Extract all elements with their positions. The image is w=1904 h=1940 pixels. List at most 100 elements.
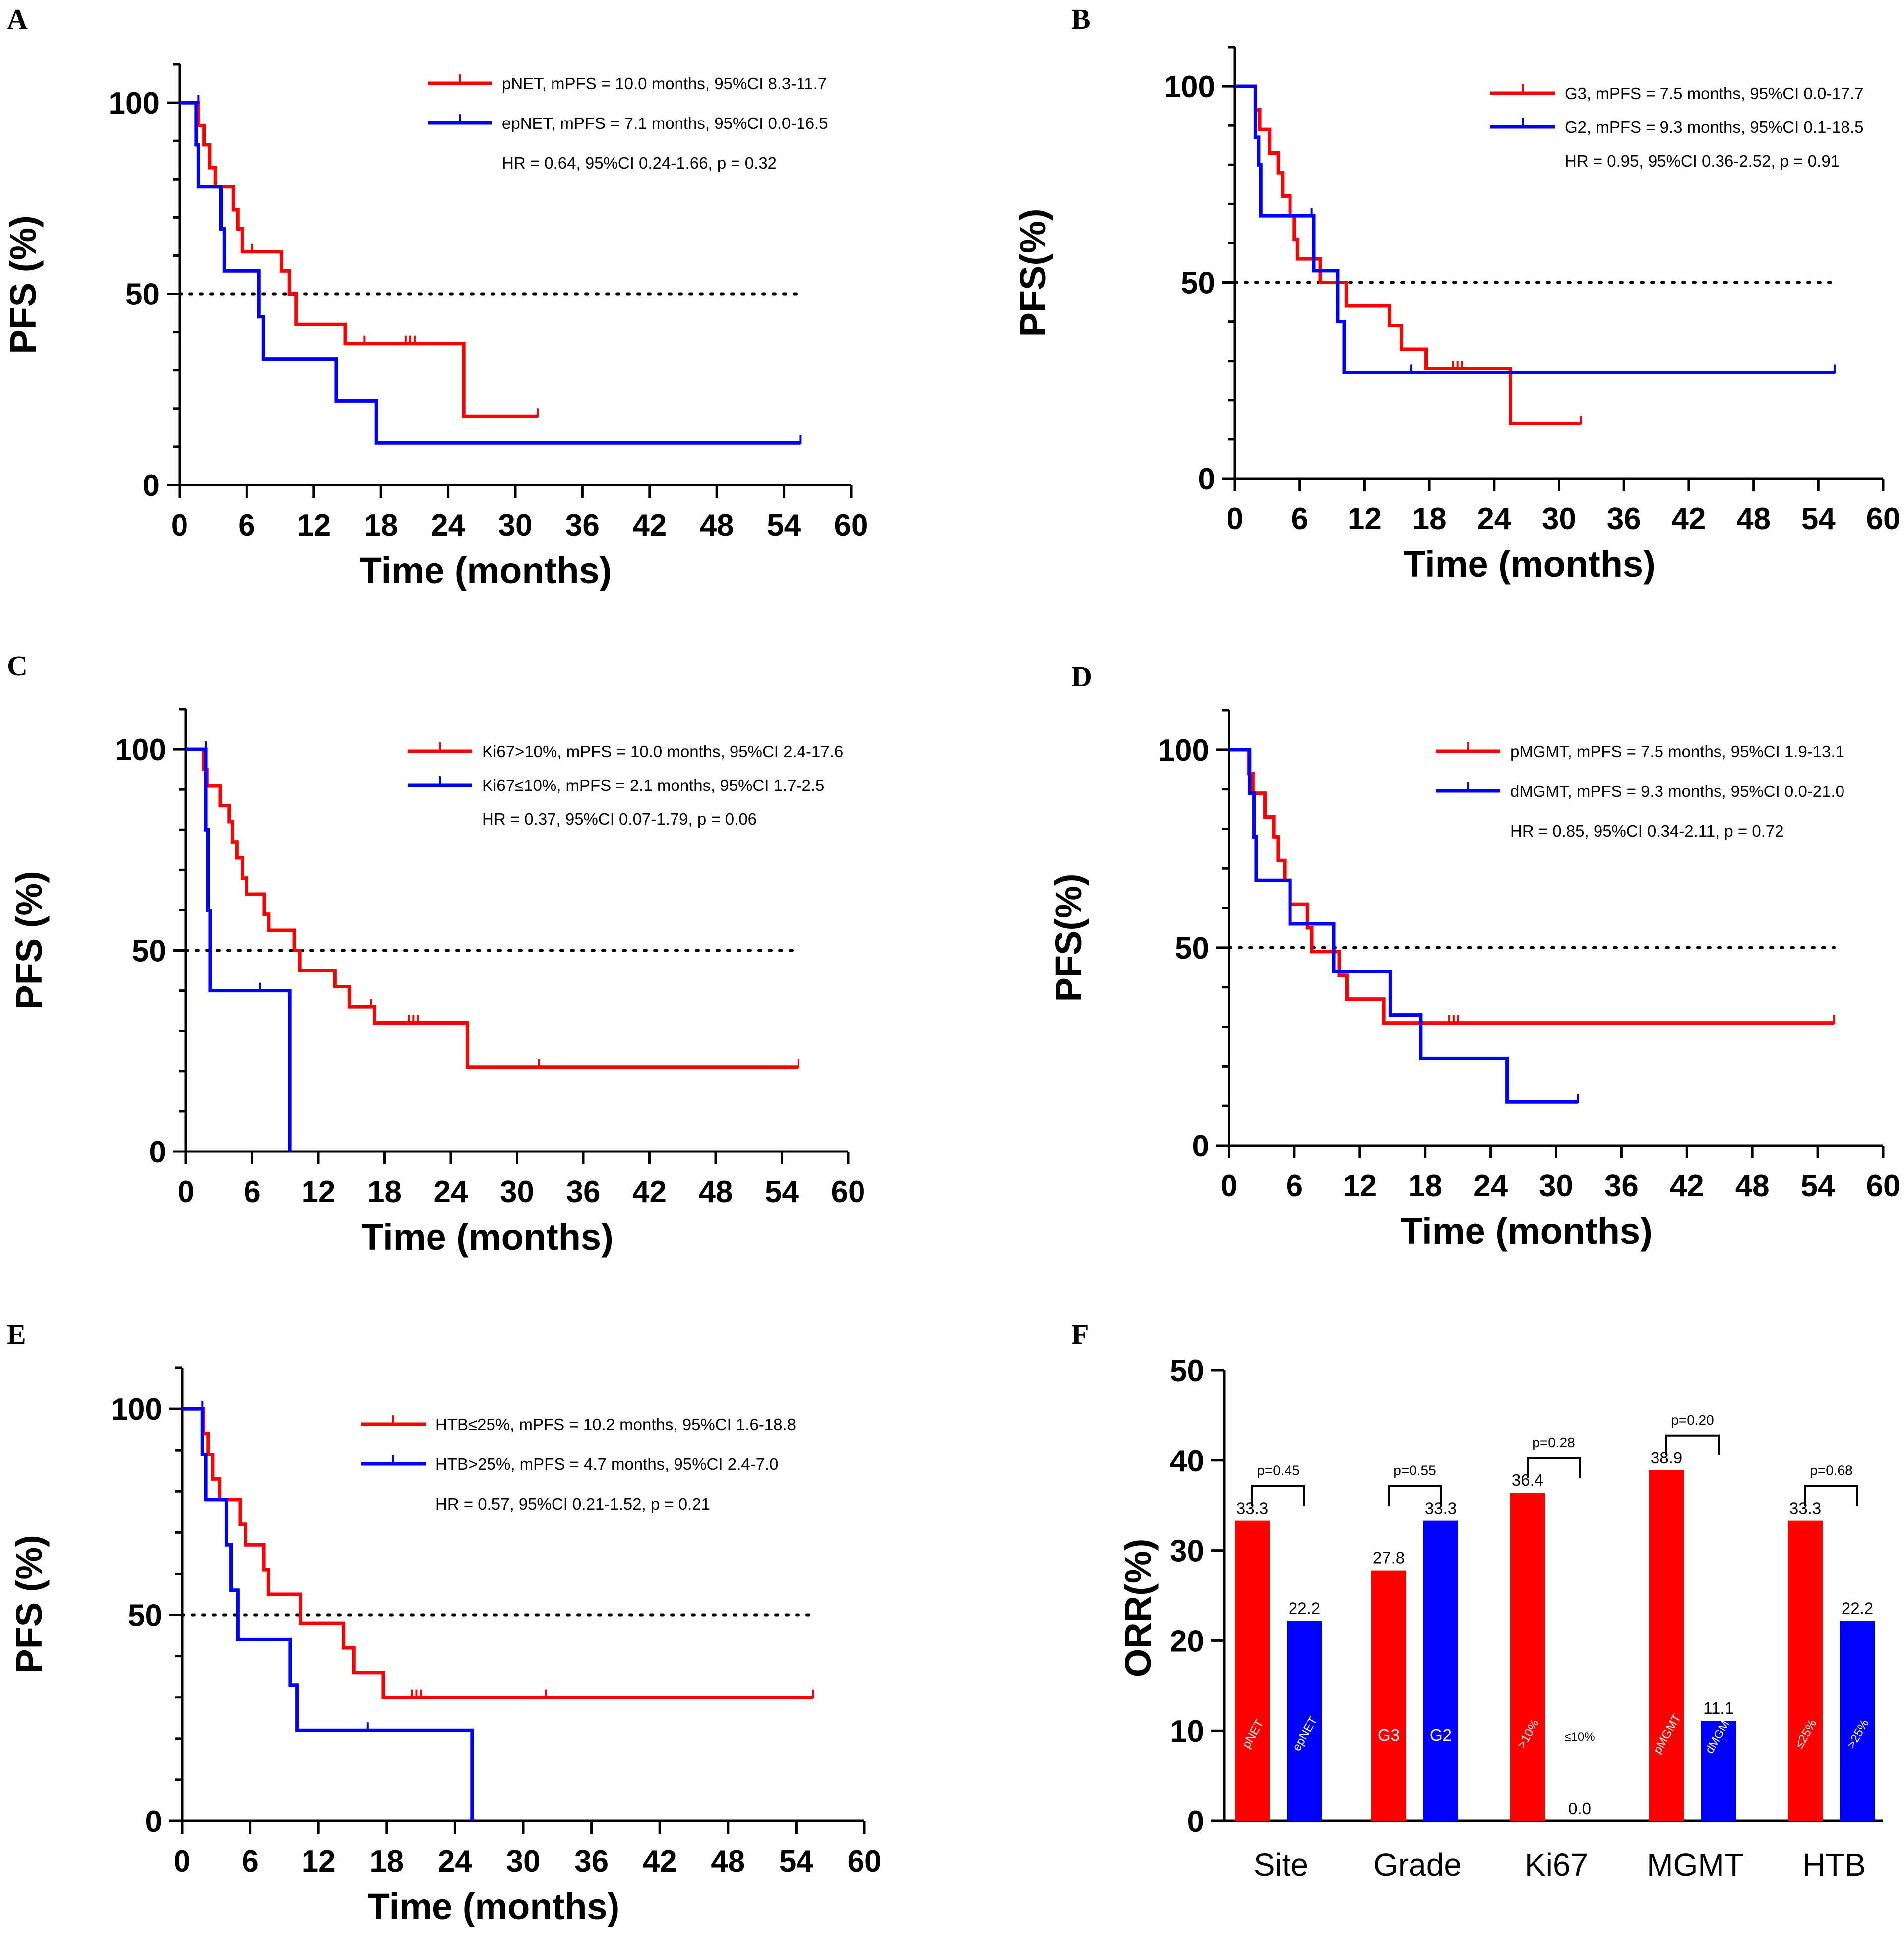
hazard-ratio-note: HR = 0.85, 95%CI 0.34-2.11, p = 0.72 bbox=[1510, 822, 1784, 840]
bar bbox=[1371, 1570, 1406, 1821]
x-tick-label: 36 bbox=[1604, 1169, 1639, 1203]
x-tick-label: 6 bbox=[1291, 502, 1308, 536]
y-tick-label: 50 bbox=[1170, 1354, 1204, 1388]
bar-value-label: 0.0 bbox=[1568, 1799, 1591, 1818]
legend-entry: epNET, mPFS = 7.1 months, 95%CI 0.0-16.5 bbox=[502, 114, 828, 132]
x-tick-label: 24 bbox=[438, 1844, 472, 1879]
y-axis-label: PFS(%) bbox=[1012, 209, 1053, 337]
x-tick-label: 24 bbox=[1477, 502, 1511, 536]
km-panel-d: D 0 6 12 18 24 30 36 42 48 54 60 0 50 100 pMGMT, mPFS =… bbox=[1048, 661, 1900, 1252]
y-tick-label: 50 bbox=[1175, 931, 1209, 966]
legend-entry: pMGMT, mPFS = 7.5 months, 95%CI 1.9-13.1 bbox=[1510, 742, 1844, 761]
p-value-label: p=0.68 bbox=[1810, 1463, 1852, 1478]
x-tick-label: 24 bbox=[1474, 1169, 1508, 1203]
x-tick-label: 12 bbox=[1343, 1169, 1377, 1203]
bar-inside-label: ≤10% bbox=[1564, 1730, 1595, 1744]
x-tick-label: 54 bbox=[765, 1175, 799, 1209]
x-tick-label: 36 bbox=[1607, 502, 1641, 536]
x-tick-label: 42 bbox=[1671, 502, 1706, 536]
km-curve-red bbox=[180, 101, 538, 418]
x-tick-label: 0 bbox=[178, 1175, 194, 1209]
x-tick-label: 30 bbox=[498, 508, 533, 543]
bar bbox=[1840, 1621, 1875, 1821]
x-tick-label: 48 bbox=[699, 1175, 733, 1209]
y-tick-label: 0 bbox=[149, 1135, 166, 1169]
x-tick-label: 42 bbox=[643, 1844, 677, 1879]
y-tick-label: 0 bbox=[1187, 1805, 1204, 1839]
p-value-label: p=0.20 bbox=[1671, 1412, 1714, 1428]
x-tick-label: 6 bbox=[1286, 1169, 1303, 1203]
km-panel-c: C 0 6 12 18 24 30 36 42 48 54 60 0 50 100 Ki67>10%, mPF… bbox=[7, 650, 865, 1258]
x-tick-label: 0 bbox=[174, 1844, 190, 1879]
bar bbox=[1423, 1520, 1458, 1821]
bar bbox=[1287, 1621, 1322, 1821]
bar bbox=[1510, 1493, 1545, 1821]
x-tick-label: 60 bbox=[1866, 1169, 1901, 1203]
x-tick-label: 0 bbox=[1227, 502, 1243, 536]
y-tick-label: 20 bbox=[1170, 1624, 1204, 1658]
hazard-ratio-note: HR = 0.95, 95%CI 0.36-2.52, p = 0.91 bbox=[1565, 152, 1840, 170]
x-tick-label: 30 bbox=[500, 1175, 534, 1209]
x-axis-label: Time (months) bbox=[1400, 1211, 1652, 1252]
y-axis-label: PFS (%) bbox=[8, 871, 50, 1010]
x-tick-label: 30 bbox=[1542, 502, 1576, 536]
y-tick-label: 40 bbox=[1170, 1444, 1204, 1478]
x-tick-label: 36 bbox=[566, 1175, 601, 1209]
y-tick-label: 0 bbox=[1198, 462, 1215, 496]
significance-bracket bbox=[1665, 1434, 1720, 1455]
panel-letter: B bbox=[1071, 3, 1091, 35]
legend-entry: G2, mPFS = 9.3 months, 95%CI 0.1-18.5 bbox=[1565, 118, 1864, 136]
bar-value-label: 22.2 bbox=[1842, 1599, 1873, 1617]
hazard-ratio-note: HR = 0.37, 95%CI 0.07-1.79, p = 0.06 bbox=[482, 810, 757, 828]
y-tick-label: 100 bbox=[115, 733, 166, 767]
x-axis-label: Time (months) bbox=[360, 550, 612, 591]
significance-bracket bbox=[1527, 1457, 1581, 1478]
legend-entry: HTB≤25%, mPFS = 10.2 months, 95%CI 1.6-1… bbox=[435, 1415, 796, 1434]
y-tick-label: 100 bbox=[109, 86, 160, 121]
category-label: MGMT bbox=[1647, 1847, 1744, 1882]
y-tick-label: 50 bbox=[128, 1599, 162, 1633]
bar-value-label: 27.8 bbox=[1373, 1549, 1405, 1567]
legend-entry: HTB>25%, mPFS = 4.7 months, 95%CI 2.4-7.… bbox=[435, 1455, 779, 1473]
legend-entry: G3, mPFS = 7.5 months, 95%CI 0.0-17.7 bbox=[1565, 84, 1864, 103]
x-tick-label: 36 bbox=[565, 508, 600, 543]
category-label: HTB bbox=[1802, 1847, 1866, 1882]
category-label: Site bbox=[1254, 1847, 1308, 1882]
x-tick-label: 36 bbox=[574, 1844, 609, 1879]
legend-entry: Ki67>10%, mPFS = 10.0 months, 95%CI 2.4-… bbox=[482, 742, 843, 761]
km-curve-red bbox=[182, 1407, 813, 1699]
panel-letter: D bbox=[1071, 661, 1092, 693]
x-tick-label: 0 bbox=[1221, 1169, 1237, 1203]
y-axis-label: PFS (%) bbox=[8, 1535, 50, 1674]
y-tick-label: 50 bbox=[125, 278, 160, 312]
km-curve-red bbox=[186, 747, 798, 1069]
p-value-label: p=0.55 bbox=[1393, 1463, 1436, 1478]
y-axis-label: PFS (%) bbox=[2, 215, 44, 354]
bar-value-label: 22.2 bbox=[1289, 1599, 1320, 1617]
x-tick-label: 54 bbox=[779, 1844, 813, 1879]
km-curve-blue bbox=[182, 1407, 474, 1821]
x-tick-label: 60 bbox=[834, 508, 868, 543]
panel-letter: A bbox=[7, 3, 28, 35]
y-tick-label: 0 bbox=[145, 1805, 162, 1839]
x-tick-label: 60 bbox=[848, 1844, 882, 1879]
hazard-ratio-note: HR = 0.64, 95%CI 0.24-1.66, p = 0.32 bbox=[502, 154, 777, 172]
x-axis-label: Time (months) bbox=[1403, 544, 1655, 585]
x-axis-label: Time (months) bbox=[361, 1216, 613, 1258]
x-tick-label: 60 bbox=[1866, 502, 1901, 536]
x-tick-label: 12 bbox=[1348, 502, 1382, 536]
y-tick-label: 50 bbox=[1181, 266, 1215, 301]
y-axis-label: PFS(%) bbox=[1048, 874, 1089, 1002]
x-tick-label: 42 bbox=[632, 1175, 667, 1209]
x-tick-label: 42 bbox=[632, 508, 667, 543]
km-panel-e: E 0 6 12 18 24 30 36 42 48 54 60 0 50 100 HTB≤25%, mPFS… bbox=[7, 1318, 881, 1927]
km-curve-blue bbox=[1235, 84, 1835, 374]
legend-entry: Ki67≤10%, mPFS = 2.1 months, 95%CI 1.7-2… bbox=[482, 776, 824, 794]
km-curve-blue bbox=[180, 101, 801, 445]
significance-bracket bbox=[1388, 1485, 1442, 1506]
legend-entry: pNET, mPFS = 10.0 months, 95%CI 8.3-11.7 bbox=[502, 74, 827, 93]
